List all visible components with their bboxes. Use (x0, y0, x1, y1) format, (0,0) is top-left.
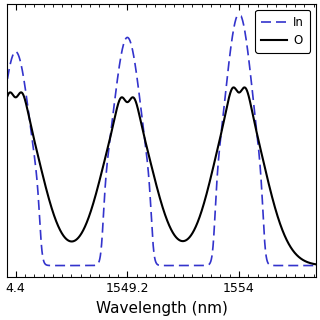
X-axis label: Wavelength (nm): Wavelength (nm) (96, 301, 228, 316)
Legend: In, O: In, O (255, 10, 310, 52)
